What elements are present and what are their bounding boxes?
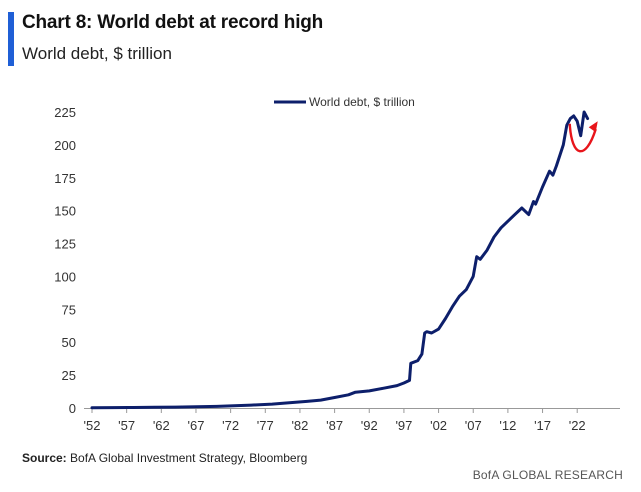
chart-subtitle: World debt, $ trillion	[22, 44, 172, 63]
data-point	[250, 404, 253, 406]
data-point	[576, 120, 578, 122]
rebound-arrow-head	[588, 121, 598, 133]
source-label: Source:	[22, 451, 67, 465]
x-tick-label: '67	[187, 418, 204, 433]
series-points	[91, 111, 589, 409]
x-tick-label: '07	[465, 418, 482, 433]
data-point	[403, 382, 405, 384]
brand-footer: BofA GLOBAL RESEARCH	[472, 468, 623, 482]
data-point	[417, 360, 419, 362]
data-point	[424, 332, 426, 334]
data-point	[451, 306, 454, 308]
data-point	[479, 258, 481, 260]
x-tick-label: '87	[326, 418, 343, 433]
data-point	[476, 256, 478, 258]
data-point	[396, 385, 398, 387]
data-point	[580, 135, 582, 137]
data-point	[548, 170, 551, 172]
data-point	[195, 406, 197, 408]
x-tick-label: '92	[361, 418, 378, 433]
data-point	[500, 227, 502, 229]
x-axis: '52 '57 '62 '67 '72 '77 '82 '87 '92 '97 '02 '07 '12 '…	[84, 408, 586, 433]
source-text: BofA Global Investment Strategy, Bloombe…	[70, 451, 308, 465]
data-point	[573, 115, 575, 117]
y-tick-label: 50	[62, 335, 76, 350]
data-point	[535, 203, 537, 205]
data-point	[368, 390, 370, 392]
data-point	[271, 403, 273, 405]
data-point	[493, 236, 495, 238]
data-point	[555, 165, 558, 167]
data-point	[521, 207, 523, 209]
data-point	[112, 407, 114, 409]
data-point	[306, 400, 308, 403]
data-point	[91, 407, 93, 409]
y-tick-label: 225	[54, 105, 76, 120]
data-point	[532, 200, 535, 203]
y-tick-label: 0	[69, 401, 76, 416]
data-point	[444, 317, 447, 320]
source-note: Source: BofA Global Investment Strategy,…	[22, 451, 307, 465]
rebound-arrow	[568, 123, 597, 153]
x-tick-label: '57	[118, 418, 135, 433]
data-point	[347, 394, 350, 396]
data-point	[216, 405, 218, 408]
legend-label: World debt, $ trillion	[309, 95, 415, 109]
y-tick-label: 25	[62, 368, 76, 383]
data-point	[465, 289, 467, 291]
data-point	[431, 332, 433, 334]
data-point	[320, 399, 322, 401]
x-tick-label: '97	[395, 418, 412, 433]
x-tick-label: '12	[499, 418, 516, 433]
data-point	[426, 331, 428, 333]
data-point	[541, 186, 544, 188]
data-point	[587, 117, 589, 120]
data-point	[458, 295, 460, 297]
data-point	[174, 406, 176, 408]
data-point	[486, 249, 488, 251]
x-tick-label: '52	[84, 418, 101, 433]
data-point	[437, 328, 440, 330]
data-point	[230, 405, 232, 407]
y-tick-label: 175	[54, 171, 76, 186]
x-tick-label: '82	[291, 418, 308, 433]
x-tick-label: '62	[153, 418, 170, 433]
data-point	[334, 396, 336, 399]
legend: World debt, $ trillion	[274, 95, 415, 109]
data-point	[410, 362, 412, 364]
x-tick-label: '77	[257, 418, 274, 433]
data-point	[354, 391, 356, 393]
chart-title: Chart 8: World debt at record high	[22, 12, 324, 33]
series-line-world-debt	[90, 110, 590, 410]
y-tick-label: 75	[62, 302, 76, 317]
x-tick-label: '17	[534, 418, 551, 433]
data-point	[507, 220, 509, 222]
line-chart: 0 25 50 75 100 125 150 175 200 225 '52 '57 '62 '67 '7…	[54, 95, 620, 433]
data-point	[408, 379, 411, 381]
data-point	[153, 406, 155, 408]
title-accent-bar	[8, 12, 14, 66]
data-point	[528, 214, 530, 216]
data-point	[552, 174, 554, 176]
x-tick-label: '02	[430, 418, 447, 433]
data-point	[569, 117, 571, 120]
data-point	[421, 353, 423, 355]
y-tick-label: 200	[54, 138, 76, 153]
y-tick-label: 125	[54, 237, 76, 252]
data-point	[566, 124, 568, 126]
data-point	[583, 111, 585, 113]
data-point	[285, 402, 287, 404]
data-point	[132, 406, 135, 409]
y-tick-label: 150	[54, 204, 76, 219]
y-axis: 0 25 50 75 100 125 150 175 200 225	[54, 105, 76, 416]
x-tick-label: '72	[222, 418, 239, 433]
data-point	[562, 144, 564, 146]
data-point	[514, 214, 516, 216]
y-tick-label: 100	[54, 269, 76, 284]
data-point	[472, 275, 474, 278]
x-tick-label: '22	[569, 418, 586, 433]
data-point	[382, 387, 384, 389]
